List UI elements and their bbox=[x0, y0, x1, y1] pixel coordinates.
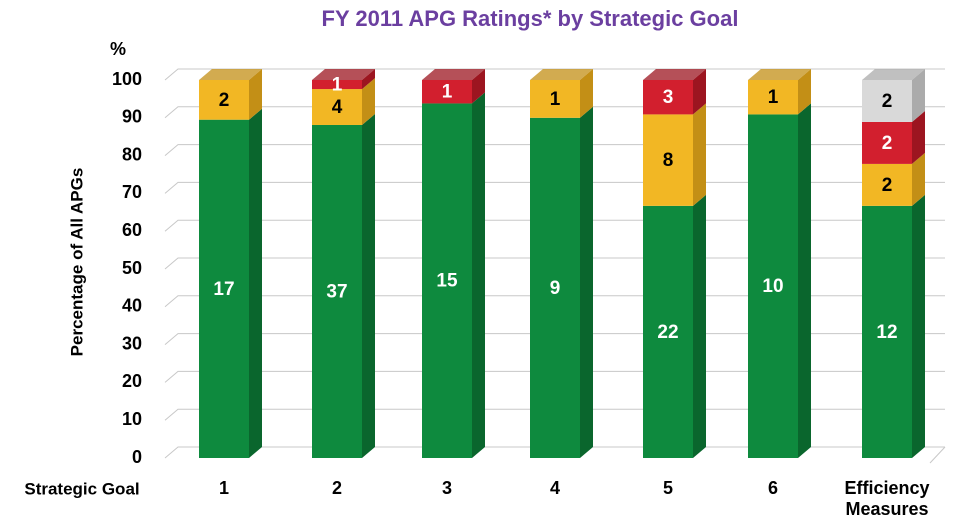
x-tick-label-box: 3 bbox=[441, 478, 452, 498]
bar bbox=[312, 80, 362, 90]
bar-side bbox=[472, 69, 485, 104]
bar bbox=[862, 163, 912, 206]
data-label: 4 bbox=[332, 97, 343, 118]
bar-top bbox=[643, 69, 706, 80]
bar-side bbox=[362, 78, 375, 125]
bar bbox=[643, 205, 693, 458]
bar-top bbox=[199, 69, 262, 80]
y-tick-label: 90 bbox=[122, 107, 142, 127]
x-tick-label-box: 4 bbox=[549, 478, 560, 498]
bar bbox=[312, 89, 362, 125]
y-tick-label: 0 bbox=[132, 447, 142, 467]
x-tick-label: 3 bbox=[441, 478, 452, 498]
bar-top bbox=[530, 69, 593, 80]
bar bbox=[748, 80, 798, 115]
bar bbox=[199, 80, 249, 120]
bar-top bbox=[862, 69, 925, 80]
data-label: 22 bbox=[657, 322, 678, 343]
data-label: 1 bbox=[332, 75, 343, 96]
data-label: 9 bbox=[550, 278, 561, 299]
y-tick-label: 20 bbox=[122, 371, 142, 391]
data-label: 8 bbox=[663, 150, 674, 171]
bar-side bbox=[472, 92, 485, 458]
data-label: 1 bbox=[768, 87, 779, 108]
y-tick-label: 70 bbox=[122, 182, 142, 202]
y-axis-label: Percentage of All APGs bbox=[67, 168, 86, 357]
bar-side bbox=[912, 152, 925, 206]
y-tick-label: 60 bbox=[122, 220, 142, 240]
x-tick-label: 4 bbox=[549, 478, 560, 498]
bar-side bbox=[580, 69, 593, 118]
y-tick-label: 100 bbox=[112, 69, 142, 89]
bar-side bbox=[693, 103, 706, 206]
bar-side bbox=[693, 69, 706, 115]
bar-side bbox=[362, 69, 375, 90]
bar bbox=[530, 117, 580, 459]
x-axis-label: Strategic Goal bbox=[24, 479, 139, 498]
bar bbox=[643, 80, 693, 115]
x-tick-label: Efficiency Measures bbox=[844, 478, 930, 519]
x-tick-label: 6 bbox=[767, 478, 778, 498]
data-label: 12 bbox=[876, 322, 897, 343]
bar-top bbox=[748, 69, 811, 80]
y-unit: % bbox=[110, 39, 126, 59]
bar-side bbox=[249, 108, 262, 458]
bar-side bbox=[798, 103, 811, 458]
bar bbox=[862, 205, 912, 458]
data-label: 2 bbox=[219, 90, 230, 111]
bar-side bbox=[912, 69, 925, 122]
data-label: 15 bbox=[436, 271, 458, 292]
y-tick-label: 30 bbox=[122, 333, 142, 353]
data-label: 1 bbox=[550, 89, 561, 110]
x-tick-label: 2 bbox=[331, 478, 342, 498]
y-tick-label: 10 bbox=[122, 409, 142, 429]
chart-title: FY 2011 APG Ratings* by Strategic Goal bbox=[322, 6, 739, 31]
bar bbox=[312, 124, 362, 459]
bar bbox=[530, 80, 580, 118]
x-tick-label-box: 1 bbox=[218, 478, 229, 498]
x-tick-label: 5 bbox=[662, 478, 673, 498]
data-label: 2 bbox=[882, 133, 893, 154]
x-tick-label-box: 6 bbox=[767, 478, 778, 498]
y-tick-label: 50 bbox=[122, 258, 142, 278]
bar bbox=[862, 121, 912, 164]
bar-side bbox=[912, 110, 925, 164]
bar bbox=[422, 103, 472, 458]
x-tick-label-box: 2 bbox=[331, 478, 342, 498]
y-tick-label: 80 bbox=[122, 144, 142, 164]
x-tick-label-box: 5 bbox=[662, 478, 673, 498]
bar-side bbox=[249, 69, 262, 120]
y-tick-label: 40 bbox=[122, 296, 142, 316]
bar bbox=[422, 80, 472, 104]
data-label: 17 bbox=[213, 279, 234, 300]
data-label: 10 bbox=[762, 276, 783, 297]
data-label: 1 bbox=[442, 82, 453, 103]
bar-side bbox=[580, 106, 593, 459]
x-tick-label-box: Efficiency Measures bbox=[844, 478, 930, 519]
bar bbox=[199, 119, 249, 458]
bar bbox=[643, 114, 693, 206]
bar-side bbox=[798, 69, 811, 115]
bar bbox=[862, 80, 912, 122]
bar-top bbox=[312, 69, 375, 80]
data-label: 3 bbox=[663, 87, 674, 108]
data-label: 2 bbox=[882, 175, 893, 196]
bar-side bbox=[912, 194, 925, 458]
bar-side bbox=[362, 113, 375, 459]
data-label: 37 bbox=[326, 282, 347, 303]
bar-top bbox=[422, 69, 485, 80]
bar-side bbox=[693, 194, 706, 458]
data-label: 2 bbox=[882, 91, 893, 112]
floor-edge bbox=[929, 446, 946, 464]
x-tick-label: 1 bbox=[218, 478, 229, 498]
bar bbox=[748, 114, 798, 458]
